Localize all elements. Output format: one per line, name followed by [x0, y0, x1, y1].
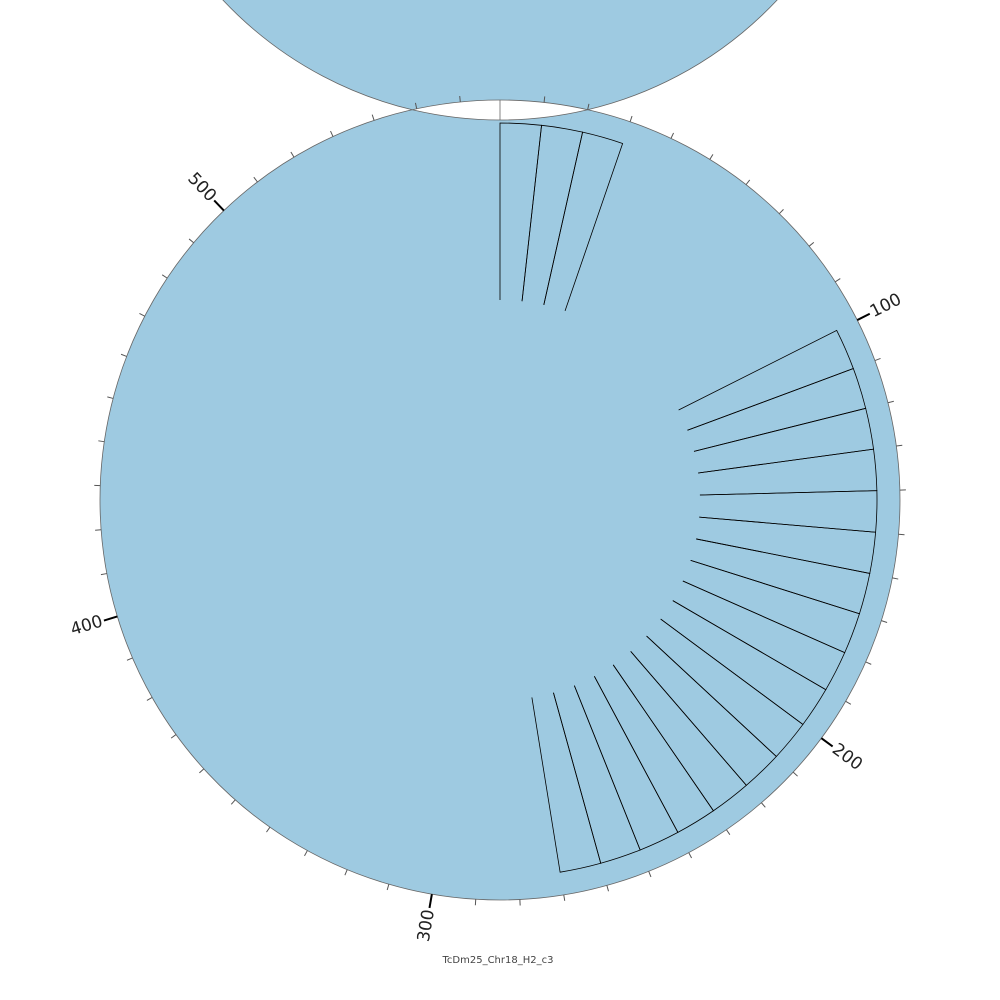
minor-tick	[745, 179, 751, 185]
segment	[543, 131, 624, 312]
minor-tick	[161, 274, 168, 279]
minor-tick	[778, 209, 784, 215]
minor-tick	[330, 130, 334, 137]
tick-label: 100	[867, 289, 905, 321]
minor-tick	[865, 661, 872, 665]
minor-tick	[688, 852, 693, 859]
major-tick	[856, 312, 871, 321]
major-tick	[103, 615, 118, 622]
minor-tick	[188, 238, 194, 244]
minor-tick	[563, 894, 566, 901]
minor-tick	[892, 577, 899, 580]
minor-tick	[126, 657, 133, 661]
minor-tick	[808, 241, 815, 247]
minor-tick	[230, 799, 236, 805]
minor-tick	[606, 885, 609, 892]
minor-tick	[845, 700, 852, 705]
minor-tick	[344, 869, 348, 876]
minor-tick	[414, 102, 418, 109]
minor-tick	[896, 444, 903, 447]
major-tick	[820, 737, 834, 748]
ideogram-ring	[99, 0, 901, 901]
minor-tick	[386, 884, 390, 891]
minor-tick	[304, 850, 308, 857]
chart-title: TcDm25_Chr18_H2_c3	[442, 955, 554, 966]
minor-tick	[199, 768, 205, 774]
minor-tick	[670, 132, 675, 139]
minor-tick	[834, 278, 841, 283]
minor-tick	[887, 400, 894, 404]
minor-tick	[874, 357, 881, 362]
minor-tick	[290, 151, 295, 158]
segment	[531, 692, 602, 873]
minor-tick	[107, 396, 114, 399]
minor-tick	[709, 154, 714, 160]
minor-tick	[459, 95, 461, 103]
minor-tick	[120, 353, 127, 357]
minor-tick	[98, 440, 105, 443]
minor-tick	[587, 103, 590, 110]
tick-label: 300	[414, 908, 439, 943]
tick-label: 400	[68, 611, 105, 640]
minor-tick	[146, 697, 153, 701]
minor-tick	[648, 871, 652, 878]
minor-tick	[881, 620, 888, 623]
minor-tick	[726, 829, 731, 835]
minor-tick	[371, 114, 375, 121]
minor-tick	[792, 771, 798, 777]
tick-label: 200	[828, 739, 866, 774]
minor-tick	[761, 802, 766, 808]
minor-tick	[253, 176, 258, 183]
minor-tick	[266, 826, 271, 833]
minor-tick	[629, 115, 633, 122]
major-tick	[428, 893, 433, 909]
minor-tick	[100, 573, 107, 576]
minor-tick	[543, 96, 546, 103]
minor-tick	[898, 533, 905, 536]
minor-tick	[139, 312, 145, 317]
major-tick	[213, 199, 225, 212]
minor-tick	[170, 734, 177, 739]
